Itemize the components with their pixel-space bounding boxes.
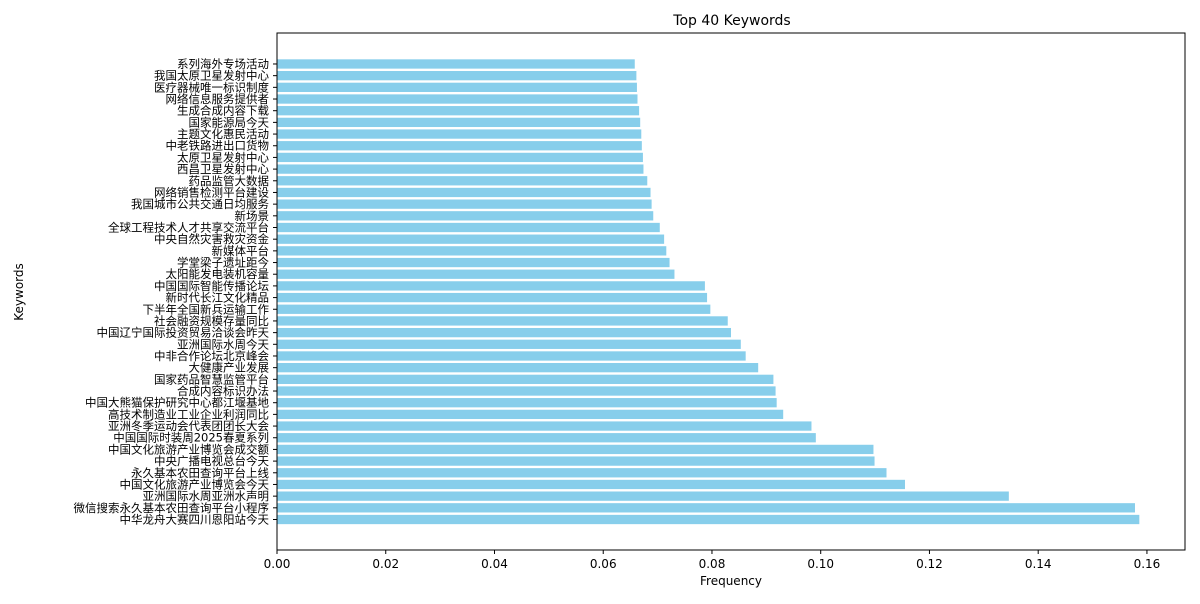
y-tick-label: 亚洲国际水周亚洲水声明 xyxy=(143,489,270,503)
bar xyxy=(277,316,728,326)
bars-group xyxy=(277,59,1140,525)
bar xyxy=(277,304,711,314)
y-tick-label: 微信搜索永久基本农田查询平台小程序 xyxy=(74,501,270,515)
bar xyxy=(277,363,759,373)
x-tick-label: 0.02 xyxy=(372,557,399,571)
x-tick-label: 0.12 xyxy=(916,557,943,571)
y-tick-label: 高技术制造业工业企业利润同比 xyxy=(108,407,269,421)
y-ticks-group: 中华龙舟大赛四川恩阳站今天微信搜索永久基本农田查询平台小程序亚洲国际水周亚洲水声… xyxy=(74,57,277,527)
y-tick-label: 全球工程技术人才共享交流平台 xyxy=(108,221,269,235)
y-tick-label: 新媒体平台 xyxy=(212,244,270,258)
y-tick-label: 中国国际时装周2025春夏系列 xyxy=(113,431,269,445)
y-tick-label: 亚洲冬季运动会代表团团长大会 xyxy=(108,419,269,433)
y-tick-label: 中华龙舟大赛四川恩阳站今天 xyxy=(120,513,270,527)
bar xyxy=(277,257,670,268)
bar xyxy=(277,94,638,104)
bar xyxy=(277,152,643,163)
y-tick-label: 中国辽宁国际投资贸易洽谈会昨天 xyxy=(97,326,270,340)
y-tick-label: 新时代长江文化精品 xyxy=(166,291,270,305)
y-tick-label: 网络销售检测平台建设 xyxy=(154,185,269,199)
y-tick-label: 中国文化旅游产业博览会今天 xyxy=(120,477,270,491)
bar xyxy=(277,374,774,384)
y-tick-label: 西昌卫星发射中心 xyxy=(177,162,269,176)
bar xyxy=(277,82,637,92)
bar xyxy=(277,468,887,478)
bar xyxy=(277,141,642,151)
bar xyxy=(277,351,746,361)
x-tick-label: 0.04 xyxy=(481,557,508,571)
bar xyxy=(277,421,812,431)
y-tick-label: 新场景 xyxy=(235,209,270,223)
y-tick-label: 学堂梁子遗址距今 xyxy=(177,256,269,270)
x-tick-label: 0.16 xyxy=(1134,557,1161,571)
y-tick-label: 国家药品智慧监管平台 xyxy=(154,372,269,386)
bar xyxy=(277,327,731,338)
bar xyxy=(277,514,1140,525)
x-tick-label: 0.10 xyxy=(807,557,834,571)
y-tick-label: 我国太原卫星发射中心 xyxy=(154,69,269,83)
y-tick-label: 医疗器械唯一标识制度 xyxy=(154,80,269,94)
y-tick-label: 系列海外专场活动 xyxy=(177,57,269,71)
bar xyxy=(277,234,665,244)
y-axis-label: Keywords xyxy=(12,263,26,321)
y-tick-label: 国家能源局今天 xyxy=(189,115,270,129)
x-tick-label: 0.08 xyxy=(699,557,726,571)
y-tick-label: 太原卫星发射中心 xyxy=(177,150,269,164)
x-ticks-group: 0.00 0.02 0.04 0.06 0.08 0.10 0.12 0.14 0.16 xyxy=(264,550,1161,571)
bar xyxy=(277,269,675,279)
y-tick-label: 中央广播电视总台今天 xyxy=(154,454,269,468)
bar xyxy=(277,211,654,221)
chart-title: Top 40 Keywords xyxy=(672,13,790,29)
y-tick-label: 中国大熊猫保护研究中心都江堰基地 xyxy=(85,396,269,410)
bar xyxy=(277,59,635,69)
bar xyxy=(277,246,667,256)
y-tick-label: 中国文化旅游产业博览会成交额 xyxy=(108,442,269,456)
bar xyxy=(277,456,875,466)
bar xyxy=(277,491,1009,501)
y-tick-label: 网络信息服务提供者 xyxy=(166,92,270,106)
bar xyxy=(277,339,741,349)
bar xyxy=(277,281,705,291)
y-tick-label: 下半年全国新兵运输工作 xyxy=(143,302,270,316)
y-tick-label: 中国国际智能传播论坛 xyxy=(154,279,269,293)
x-axis-label: Frequency xyxy=(700,574,762,588)
bar xyxy=(277,106,640,116)
x-tick-label: 0.14 xyxy=(1025,557,1052,571)
y-tick-label: 永久基本农田查询平台上线 xyxy=(131,466,269,480)
bar xyxy=(277,398,777,408)
bar xyxy=(277,199,652,209)
y-tick-label: 中央自然灾害救灾资金 xyxy=(154,232,269,246)
bar xyxy=(277,503,1135,513)
bar xyxy=(277,409,784,420)
y-tick-label: 生成合成内容下载 xyxy=(177,104,269,118)
y-tick-label: 亚洲国际水周今天 xyxy=(177,337,269,351)
y-tick-label: 中非合作论坛北京峰会 xyxy=(154,349,269,363)
x-tick-label: 0.00 xyxy=(264,557,291,571)
bar xyxy=(277,479,905,490)
bar xyxy=(277,187,651,198)
axes-frame xyxy=(276,32,1186,551)
y-tick-label: 主题文化惠民活动 xyxy=(177,127,269,141)
bar xyxy=(277,117,641,128)
y-tick-label: 药品监管大数据 xyxy=(189,174,270,188)
y-tick-label: 我国城市公共交通日均服务 xyxy=(131,197,269,211)
bar xyxy=(277,164,644,174)
bar xyxy=(277,71,637,81)
bar xyxy=(277,129,642,139)
y-tick-label: 太阳能发电装机容量 xyxy=(166,267,270,281)
x-tick-label: 0.06 xyxy=(590,557,617,571)
bar xyxy=(277,433,816,443)
bar xyxy=(277,222,660,233)
bar xyxy=(277,292,708,303)
bar xyxy=(277,176,648,186)
y-tick-label: 大健康产业发展 xyxy=(189,361,270,375)
y-tick-label: 合成内容标识办法 xyxy=(177,384,269,398)
y-tick-label: 中老铁路进出口货物 xyxy=(166,139,270,153)
bar xyxy=(277,444,874,455)
bar xyxy=(277,386,776,396)
y-tick-label: 社会融资规模存量同比 xyxy=(154,314,269,328)
